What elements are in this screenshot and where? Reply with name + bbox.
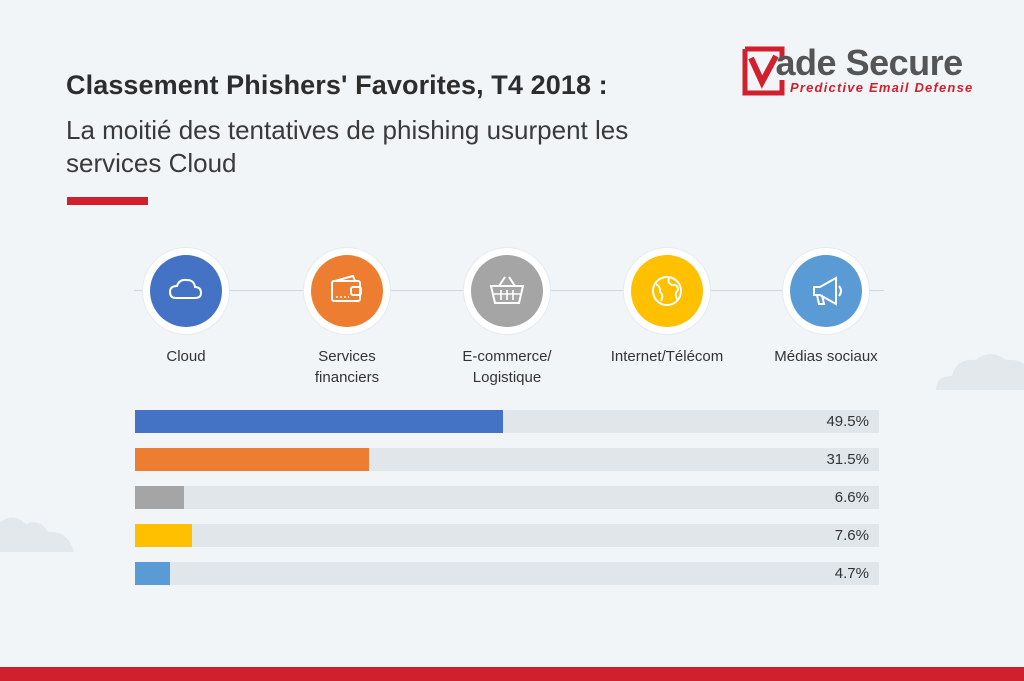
category-icon-disc <box>150 255 222 327</box>
bar-row: 4.7% <box>135 562 879 585</box>
category-basket: E-commerce/Logistique <box>432 248 582 388</box>
vade-secure-logo: Vade Secure Predictive Email Defense <box>742 42 982 98</box>
category-icon-disc <box>471 255 543 327</box>
bar-fill <box>135 524 192 547</box>
category-icon-ring <box>783 248 869 334</box>
category-label: Cloud <box>166 348 206 365</box>
bar-fill <box>135 410 504 433</box>
wallet-icon <box>331 274 362 302</box>
decorative-cloud-left <box>0 517 74 552</box>
bar-fill <box>135 448 370 471</box>
category-globe: Internet/Télécom <box>592 248 742 367</box>
bar-value-label: 7.6% <box>834 527 869 544</box>
bar-chart: 49.5% 31.5% 6.6% 7.6% 4.7% <box>135 410 879 600</box>
bar-row: 7.6% <box>135 524 879 547</box>
category-icon-ring <box>464 248 550 334</box>
bar-value-label: 6.6% <box>834 489 869 506</box>
category-label: Services financiers <box>314 348 380 386</box>
category-label: Internet/Télécom <box>610 348 724 365</box>
footer-accent-bar <box>0 667 1024 681</box>
logo-wordmark: Vade Secure <box>775 42 964 83</box>
cloud-icon <box>168 278 203 299</box>
bar-fill <box>135 562 170 585</box>
globe-icon <box>652 276 682 306</box>
category-megaphone: Médias sociaux <box>751 248 901 367</box>
category-wallet: Services financiers <box>272 248 422 388</box>
megaphone-icon <box>813 276 842 306</box>
category-icon-disc <box>631 255 703 327</box>
category-icon-disc <box>311 255 383 327</box>
bar-value-label: 49.5% <box>826 413 869 430</box>
title-accent-bar <box>67 197 148 205</box>
category-cloud: Cloud <box>111 248 261 367</box>
bar-row: 6.6% <box>135 486 879 509</box>
category-icon-disc <box>790 255 862 327</box>
bar-value-label: 31.5% <box>826 451 869 468</box>
bar-row: 31.5% <box>135 448 879 471</box>
bar-row: 49.5% <box>135 410 879 433</box>
category-label: Médias sociaux <box>774 348 878 365</box>
logo-tagline: Predictive Email Defense <box>790 80 974 95</box>
category-icon-ring <box>624 248 710 334</box>
decorative-cloud-right <box>936 354 1024 390</box>
page-title: Classement Phishers' Favorites, T4 2018 … <box>66 70 608 100</box>
category-icon-ring <box>143 248 229 334</box>
bar-fill <box>135 486 185 509</box>
category-icon-ring <box>304 248 390 334</box>
category-label: E-commerce/Logistique <box>462 348 552 386</box>
logo-checkmark-icon <box>742 46 785 96</box>
page-subtitle: La moitié des tentatives de phishing usu… <box>66 115 629 178</box>
basket-icon <box>489 276 525 304</box>
bar-value-label: 4.7% <box>834 565 869 582</box>
